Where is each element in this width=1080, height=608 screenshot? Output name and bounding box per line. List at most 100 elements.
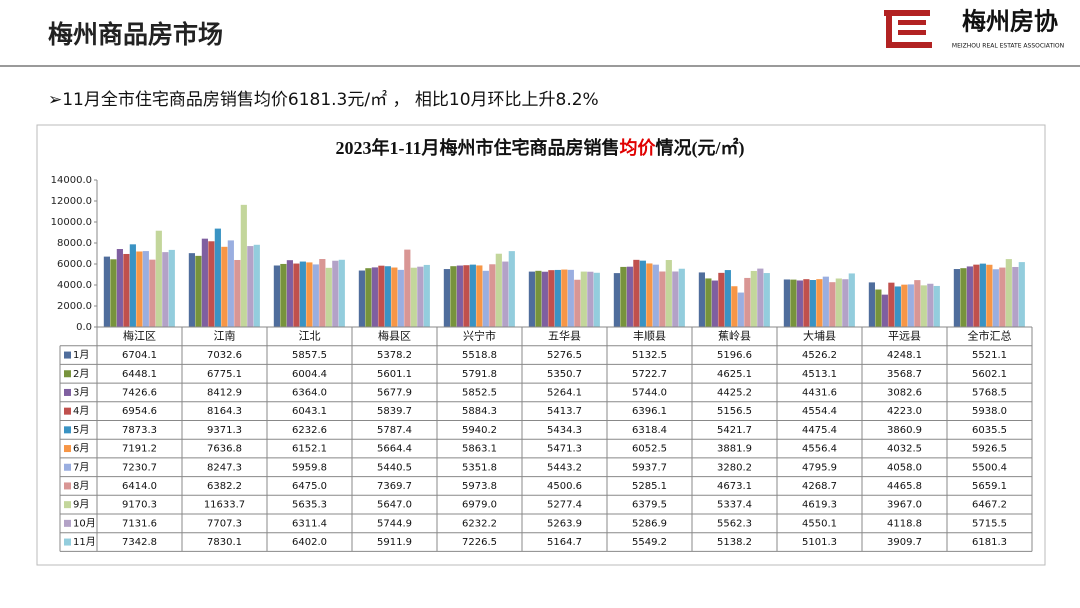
table-cell: 5722.7 (632, 369, 667, 380)
bar (397, 269, 404, 327)
table-cell: 6232.6 (292, 425, 327, 436)
header-title: 梅州商品房市场 (48, 20, 223, 49)
table-cell: 5715.5 (972, 518, 1007, 529)
table-cell: 6004.4 (292, 369, 327, 380)
chart-frame (36, 124, 1046, 566)
table-cell: 9170.3 (122, 500, 157, 511)
bar (888, 282, 895, 327)
bar (933, 285, 940, 327)
bar (371, 267, 378, 327)
bar (881, 294, 888, 327)
table-cell: 5196.6 (717, 350, 752, 361)
table-cell: 4465.8 (887, 481, 922, 492)
x-tick-label: 平远县 (888, 329, 921, 342)
bar (136, 251, 143, 327)
logo-text: 梅州房协 (962, 8, 1058, 36)
bar (319, 259, 326, 327)
table-cell: 7226.5 (462, 537, 497, 548)
table-cell: 5263.9 (547, 518, 582, 529)
bar (574, 279, 581, 327)
bar (208, 241, 215, 327)
bar (711, 280, 718, 327)
bar (378, 265, 385, 327)
x-tick-label: 五华县 (548, 328, 581, 342)
table-cell: 5926.5 (972, 444, 1007, 455)
bar (423, 264, 430, 327)
table-cell: 5635.3 (292, 500, 327, 511)
table-cell: 6232.2 (462, 518, 497, 529)
bar (803, 279, 810, 327)
table-cell: 6979.0 (462, 500, 497, 511)
bar (593, 272, 600, 327)
table-cell: 7636.8 (207, 444, 242, 455)
bar (528, 271, 535, 327)
bar (312, 264, 319, 327)
bar (646, 263, 653, 327)
y-tick-label: 4000.0 (57, 280, 92, 291)
table-cell: 5277.4 (547, 500, 582, 511)
bar (750, 270, 757, 327)
bar (842, 279, 849, 327)
table-cell: 5601.1 (377, 369, 412, 380)
x-tick-label: 兴宁市 (463, 328, 496, 342)
table-cell: 5440.5 (377, 462, 412, 473)
bar (365, 268, 372, 327)
x-tick-label: 梅县区 (378, 328, 411, 342)
bar (790, 279, 797, 327)
x-tick-label: 梅江区 (123, 328, 156, 342)
table-cell: 5500.4 (972, 462, 1007, 473)
table-cell: 8164.3 (207, 406, 242, 417)
y-tick-label: 0.0 (76, 322, 92, 333)
table-cell: 5744.9 (377, 518, 412, 529)
table-cell: 6318.4 (632, 425, 667, 436)
bar (293, 263, 300, 327)
table-cell: 5768.5 (972, 387, 1007, 398)
bar (678, 268, 685, 327)
table-cell: 5132.5 (632, 350, 667, 361)
y-tick-label: 8000.0 (57, 238, 92, 249)
bar (731, 286, 738, 327)
bar (110, 259, 117, 327)
bar (443, 269, 450, 327)
table-cell: 3967.0 (887, 500, 922, 511)
legend-swatch (64, 463, 71, 471)
table-cell: 5350.7 (547, 369, 582, 380)
table-cell: 4475.4 (802, 425, 837, 436)
table-cell: 7191.2 (122, 444, 157, 455)
table-cell: 3860.9 (887, 425, 922, 436)
table-cell: 5378.2 (377, 350, 412, 361)
legend-label: 3月 (73, 386, 89, 398)
table-cell: 4248.1 (887, 350, 922, 361)
bar (561, 269, 568, 327)
bar (652, 264, 659, 327)
table-cell: 4431.6 (802, 387, 837, 398)
table-cell: 5443.2 (547, 462, 582, 473)
table-cell: 5791.8 (462, 369, 497, 380)
x-tick-label: 蕉岭县 (718, 328, 751, 342)
table-cell: 5337.4 (717, 500, 752, 511)
table-cell: 6043.1 (292, 406, 327, 417)
bar (384, 266, 391, 327)
table-cell: 7342.8 (122, 537, 157, 548)
table-cell: 4118.8 (887, 518, 922, 529)
bar (914, 280, 921, 327)
bar (116, 249, 123, 327)
bar (554, 269, 561, 327)
bar (737, 292, 744, 327)
table-cell: 6704.1 (122, 350, 157, 361)
table-cell: 5156.5 (717, 406, 752, 417)
bar (620, 266, 627, 327)
bar (103, 256, 110, 327)
legend-swatch (64, 426, 71, 434)
bar (495, 253, 502, 327)
x-tick-label: 江南 (214, 329, 236, 342)
bar (868, 282, 875, 327)
table-cell: 4032.5 (887, 444, 922, 455)
table-cell: 5264.1 (547, 387, 582, 398)
bar (508, 251, 515, 327)
bar (417, 266, 424, 327)
bar (927, 283, 934, 327)
table-cell: 7131.6 (122, 518, 157, 529)
table-cell: 7230.7 (122, 462, 157, 473)
bar (665, 260, 672, 327)
